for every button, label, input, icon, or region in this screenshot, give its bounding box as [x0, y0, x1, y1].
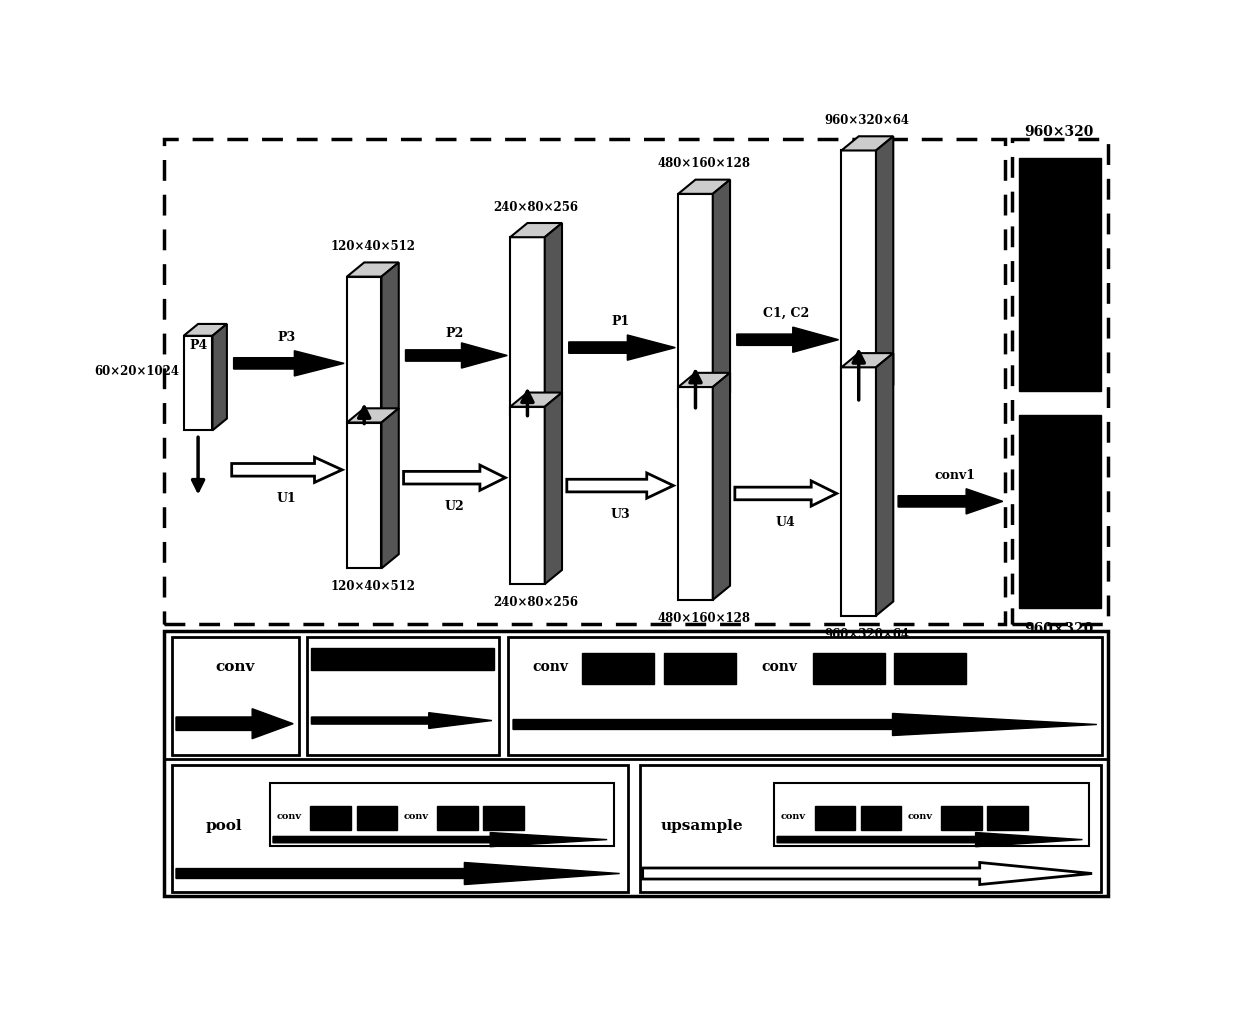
Text: 120×40×512: 120×40×512 [331, 581, 415, 593]
FancyBboxPatch shape [165, 632, 1109, 896]
Bar [1018, 159, 1100, 391]
FancyBboxPatch shape [270, 782, 613, 846]
Polygon shape [737, 327, 839, 352]
Bar [311, 807, 351, 830]
Polygon shape [510, 407, 545, 584]
Polygon shape [566, 473, 674, 499]
FancyBboxPatch shape [639, 766, 1100, 892]
Polygon shape [311, 713, 492, 728]
Text: 960×320×64: 960×320×64 [825, 628, 909, 640]
Text: conv: conv [276, 812, 302, 821]
Polygon shape [213, 324, 227, 430]
FancyBboxPatch shape [172, 637, 299, 756]
Text: conv: conv [533, 659, 569, 674]
Polygon shape [183, 336, 213, 430]
Text: P4: P4 [190, 339, 207, 351]
Bar [814, 807, 855, 830]
Text: upsample: upsample [660, 819, 743, 834]
FancyBboxPatch shape [165, 138, 1005, 624]
Bar [582, 652, 654, 684]
Bar [942, 807, 981, 830]
FancyBboxPatch shape [306, 637, 498, 756]
Polygon shape [777, 833, 1083, 847]
Polygon shape [678, 194, 712, 407]
Text: U3: U3 [611, 508, 629, 520]
Polygon shape [643, 862, 1092, 885]
Bar [861, 807, 901, 830]
Polygon shape [347, 423, 382, 568]
Polygon shape [513, 714, 1097, 735]
Polygon shape [234, 351, 344, 376]
Text: 960×320: 960×320 [1025, 623, 1094, 636]
FancyBboxPatch shape [774, 782, 1089, 846]
Text: U4: U4 [776, 515, 795, 528]
Text: conv: conv [216, 659, 255, 674]
Polygon shape [382, 262, 399, 423]
Text: conv: conv [908, 812, 933, 821]
Polygon shape [183, 324, 227, 336]
Polygon shape [898, 488, 1002, 514]
Polygon shape [405, 343, 507, 368]
Bar [357, 807, 396, 830]
Text: 240×80×256: 240×80×256 [493, 596, 579, 609]
Bar [895, 652, 966, 684]
Polygon shape [176, 862, 620, 885]
Text: 480×160×128: 480×160×128 [658, 611, 751, 625]
Polygon shape [678, 373, 730, 387]
Text: 60×20×1024: 60×20×1024 [94, 365, 178, 378]
Polygon shape [176, 709, 294, 738]
Bar [664, 652, 736, 684]
Polygon shape [404, 465, 506, 490]
Text: conv1: conv1 [934, 469, 976, 481]
Bar [813, 652, 885, 684]
Polygon shape [841, 136, 893, 151]
Polygon shape [347, 262, 399, 276]
Polygon shape [510, 238, 545, 415]
Text: U2: U2 [445, 500, 465, 513]
Text: conv: conv [404, 812, 429, 821]
Polygon shape [712, 373, 730, 600]
Polygon shape [678, 387, 712, 600]
Text: 960×320: 960×320 [1025, 125, 1094, 139]
Text: P2: P2 [445, 327, 463, 340]
FancyBboxPatch shape [508, 637, 1101, 756]
Polygon shape [510, 392, 563, 407]
Polygon shape [569, 335, 675, 360]
Polygon shape [841, 353, 893, 368]
Text: 480×160×128: 480×160×128 [658, 158, 751, 170]
Polygon shape [545, 223, 563, 415]
Polygon shape [545, 392, 563, 584]
Polygon shape [876, 353, 893, 615]
Polygon shape [735, 481, 836, 506]
Polygon shape [232, 457, 342, 482]
Text: P1: P1 [611, 315, 629, 328]
Polygon shape [347, 276, 382, 423]
Bar [987, 807, 1027, 830]
Polygon shape [347, 409, 399, 423]
Polygon shape [273, 833, 607, 847]
Text: conv: conv [761, 659, 797, 674]
FancyBboxPatch shape [1012, 138, 1109, 624]
Text: U1: U1 [278, 492, 297, 505]
Bar [1018, 415, 1100, 608]
Polygon shape [382, 409, 399, 568]
Polygon shape [841, 151, 876, 398]
Bar [483, 807, 524, 830]
FancyBboxPatch shape [172, 766, 628, 892]
Text: conv: conv [781, 812, 805, 821]
Polygon shape [678, 179, 730, 194]
Polygon shape [841, 368, 876, 615]
Bar [311, 648, 494, 670]
Text: 960×320×64: 960×320×64 [825, 114, 909, 127]
Text: 120×40×512: 120×40×512 [331, 240, 415, 253]
Text: C1, C2: C1, C2 [763, 307, 809, 319]
Bar [437, 807, 477, 830]
Polygon shape [712, 179, 730, 407]
Text: P3: P3 [278, 331, 296, 344]
Text: pool: pool [206, 819, 243, 834]
Text: 240×80×256: 240×80×256 [493, 201, 579, 214]
Polygon shape [876, 136, 893, 398]
Polygon shape [510, 223, 563, 238]
